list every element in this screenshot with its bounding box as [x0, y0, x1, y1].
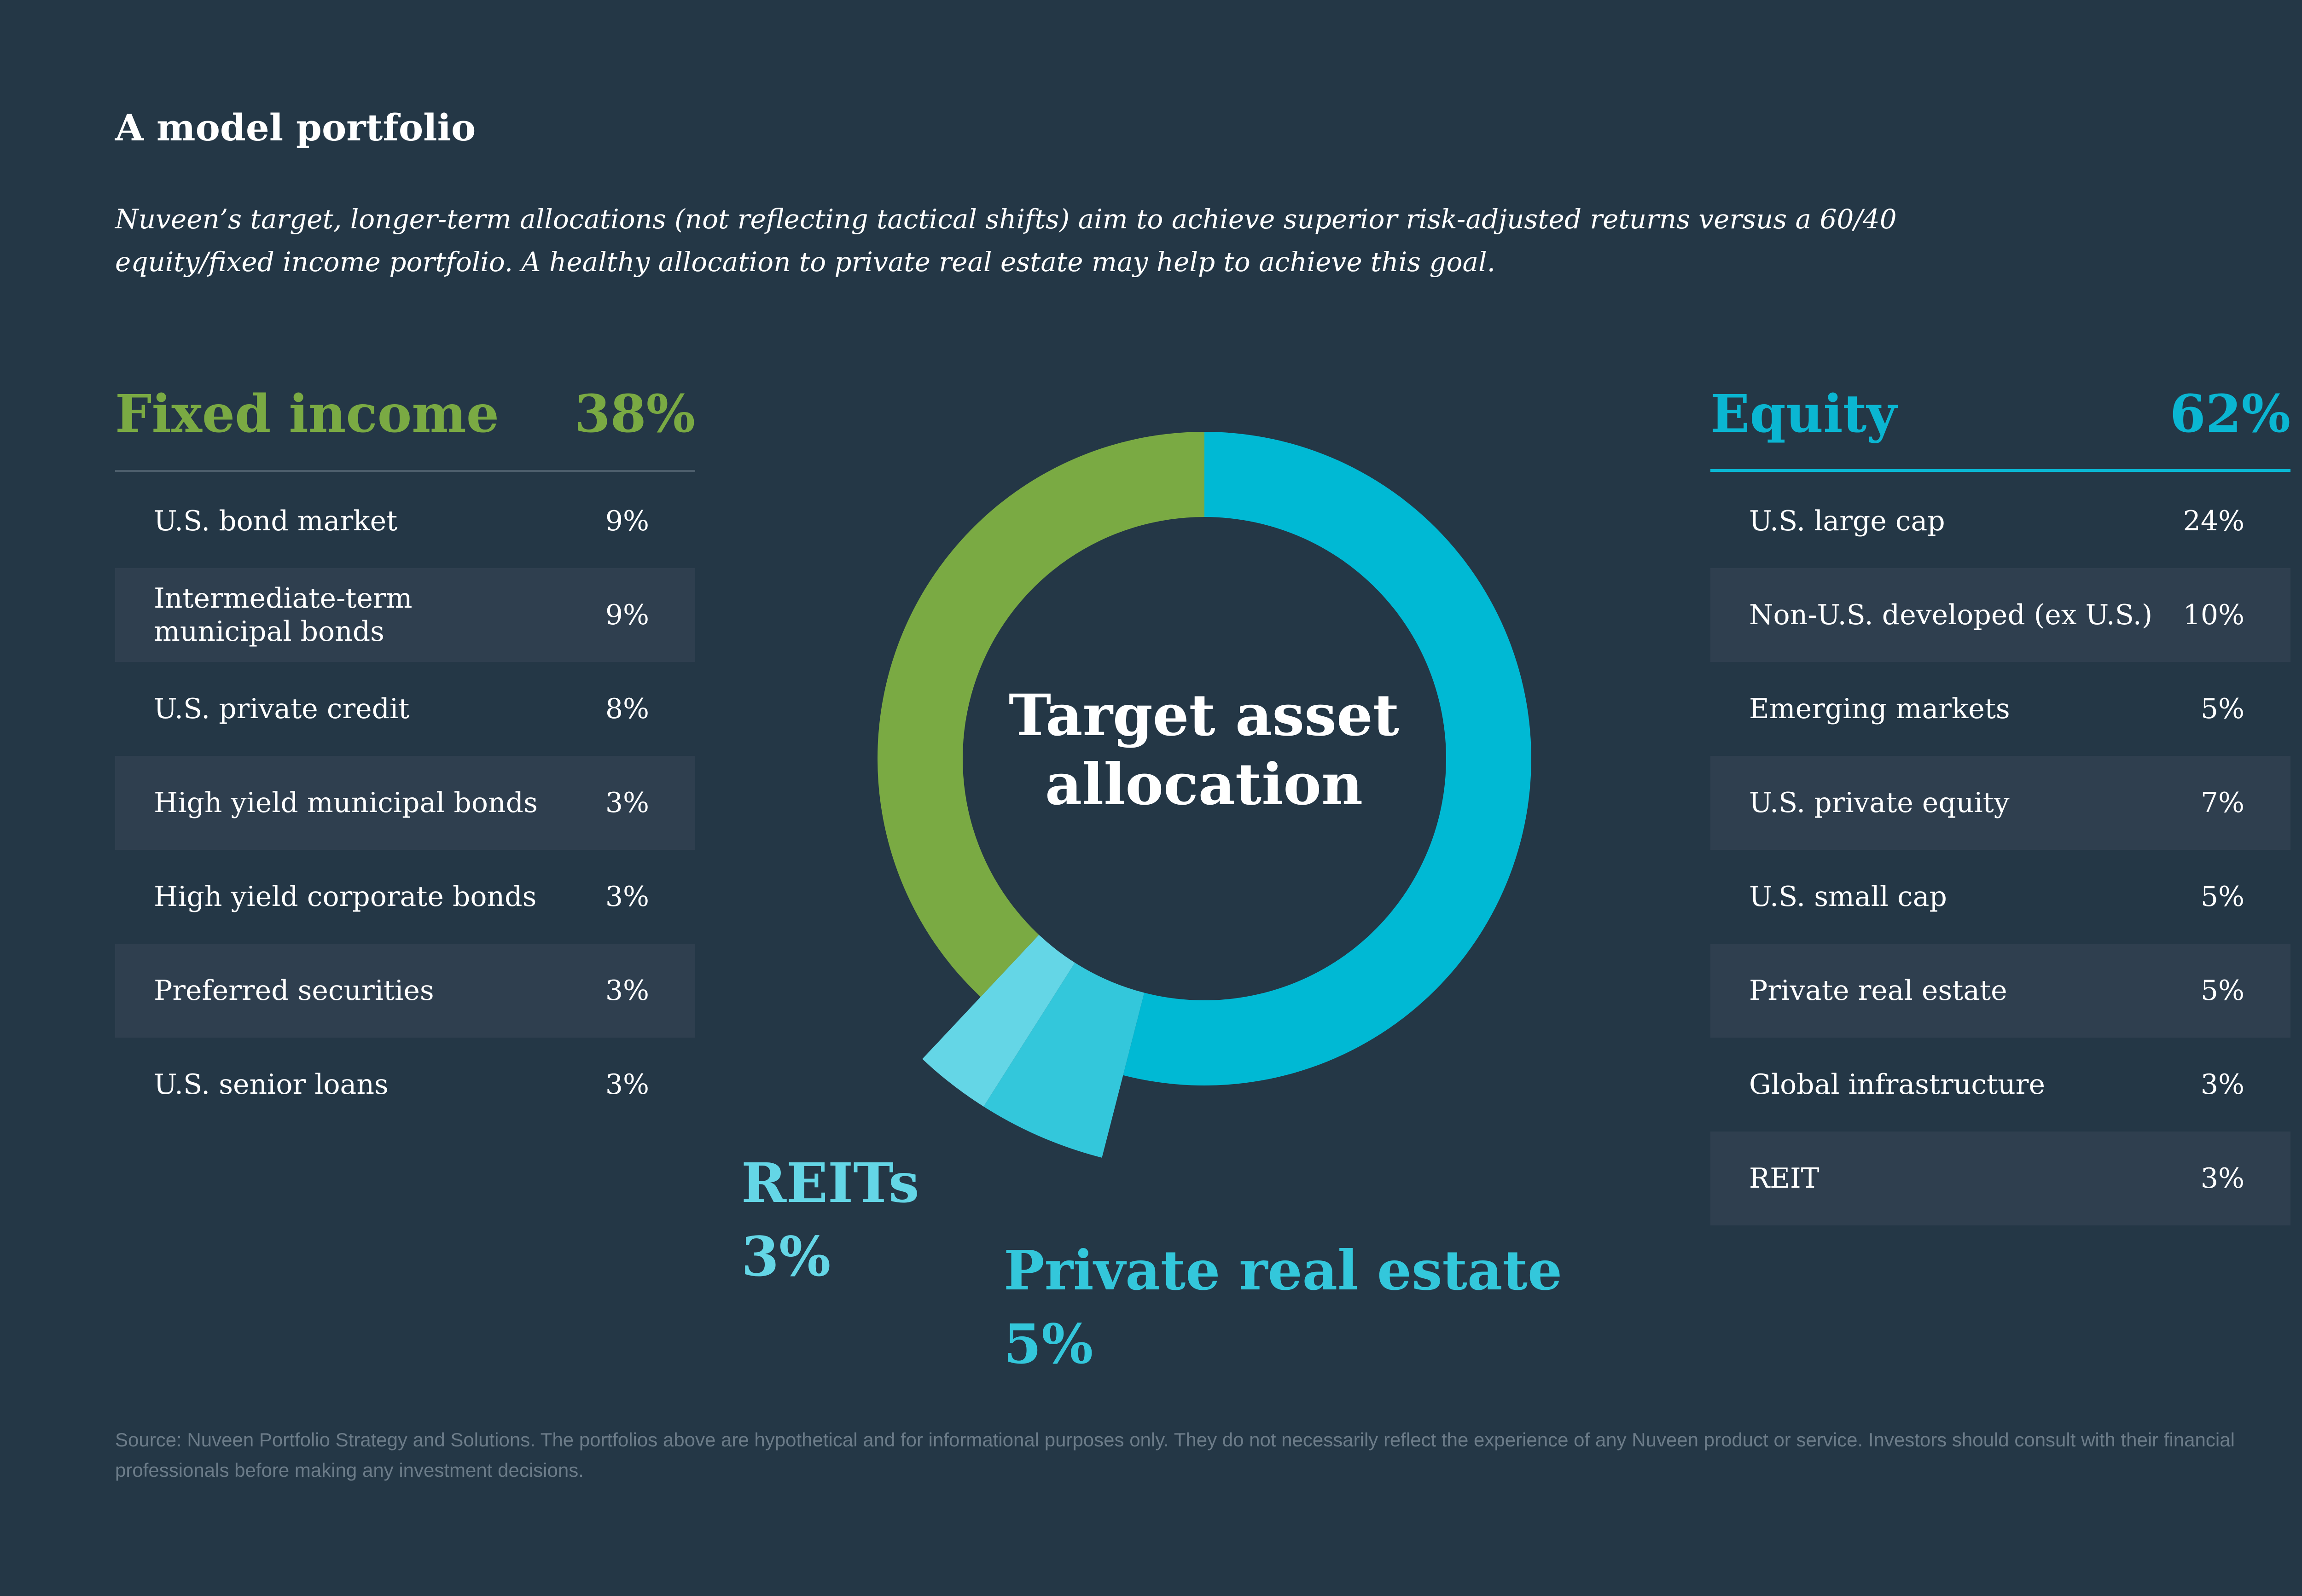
row-label: U.S. bond market	[154, 505, 398, 537]
row-value: 7%	[2200, 787, 2244, 819]
row-value: 3%	[2200, 1068, 2244, 1101]
pre-callout-value: 5%	[1004, 1312, 1093, 1376]
equity-row: Private real estate 5%	[1710, 944, 2290, 1038]
center-label-line1: Target asset	[1008, 682, 1400, 749]
page-title: A model portfolio	[115, 106, 476, 149]
equity-label: Equity	[1710, 384, 1897, 444]
row-label: U.S. senior loans	[154, 1068, 389, 1101]
equity-row: Non-U.S. developed (ex U.S.) 10%	[1710, 568, 2290, 662]
equity-total: 62%	[2169, 384, 2290, 444]
row-label: U.S. small cap	[1749, 881, 1947, 913]
row-label: High yield corporate bonds	[154, 881, 537, 913]
allocation-donut-chart	[877, 432, 1531, 1158]
equity-row: U.S. large cap 24%	[1710, 474, 2290, 568]
row-label: REIT	[1749, 1162, 1820, 1195]
fixed-income-row: Preferred securities 3%	[115, 944, 695, 1038]
row-label: U.S. private credit	[154, 693, 410, 725]
page-subtitle: Nuveen’s target, longer-term allocations…	[115, 203, 1897, 278]
fixed-income-table: U.S. bond market 9% Intermediate-term mun…	[115, 474, 695, 1132]
reits-callout-value: 3%	[741, 1225, 831, 1288]
row-value: 9%	[605, 505, 649, 537]
row-label: High yield municipal bonds	[154, 787, 538, 819]
fixed-income-row: High yield municipal bonds 3%	[115, 756, 695, 850]
row-value: 3%	[605, 1068, 649, 1101]
row-label: U.S. private equity	[1749, 787, 2010, 819]
equity-row: U.S. small cap 5%	[1710, 850, 2290, 944]
row-label: Intermediate-term municipal bonds	[154, 582, 413, 648]
fixed-income-row: U.S. bond market 9%	[115, 474, 695, 568]
pre-callout-name: Private real estate	[1004, 1238, 1563, 1302]
row-value: 3%	[605, 975, 649, 1007]
row-value: 5%	[2200, 693, 2244, 725]
row-label: Non-U.S. developed (ex U.S.)	[1749, 599, 2153, 631]
row-value: 24%	[2183, 505, 2244, 537]
slice-equity	[1123, 432, 1531, 1085]
donut-center-label: Target asset allocation	[951, 681, 1457, 819]
fixed-income-row: U.S. senior loans 3%	[115, 1038, 695, 1132]
row-value: 10%	[2183, 599, 2244, 631]
row-label: Private real estate	[1749, 975, 2007, 1007]
private-real-estate-callout: Private real estate 5%	[1004, 1234, 1562, 1381]
equity-header: Equity 62%	[1710, 382, 2290, 472]
row-value: 8%	[605, 693, 649, 725]
row-value: 9%	[605, 599, 649, 631]
slice-reits	[922, 934, 1075, 1107]
row-value: 3%	[605, 881, 649, 913]
row-value: 5%	[2200, 881, 2244, 913]
equity-row: Emerging markets 5%	[1710, 662, 2290, 756]
equity-row: REIT 3%	[1710, 1132, 2290, 1225]
slice-fixed-income	[877, 432, 1204, 997]
fixed-income-row: U.S. private credit 8%	[115, 662, 695, 756]
fixed-income-row: High yield corporate bonds 3%	[115, 850, 695, 944]
row-label: Global infrastructure	[1749, 1068, 2045, 1101]
fixed-income-total: 38%	[574, 384, 695, 444]
row-label: Emerging markets	[1749, 693, 2010, 725]
row-value: 5%	[2200, 975, 2244, 1007]
equity-table: U.S. large cap 24% Non-U.S. developed (ex…	[1710, 474, 2290, 1225]
row-value: 3%	[605, 787, 649, 819]
row-label: U.S. large cap	[1749, 505, 1945, 537]
source-note: Source: Nuveen Portfolio Strategy and So…	[115, 1429, 2235, 1481]
fixed-income-row: Intermediate-term municipal bonds 9%	[115, 568, 695, 662]
reits-callout-name: REITs	[741, 1151, 919, 1215]
equity-row: Global infrastructure 3%	[1710, 1038, 2290, 1132]
fixed-income-header: Fixed income 38%	[115, 382, 695, 472]
slice-private-real-estate	[983, 963, 1145, 1158]
reits-callout: REITs 3%	[741, 1146, 919, 1294]
equity-row: U.S. private equity 7%	[1710, 756, 2290, 850]
row-value: 3%	[2200, 1162, 2244, 1195]
fixed-income-label: Fixed income	[115, 384, 500, 444]
center-label-line2: allocation	[1045, 751, 1363, 818]
row-label: Preferred securities	[154, 975, 434, 1007]
